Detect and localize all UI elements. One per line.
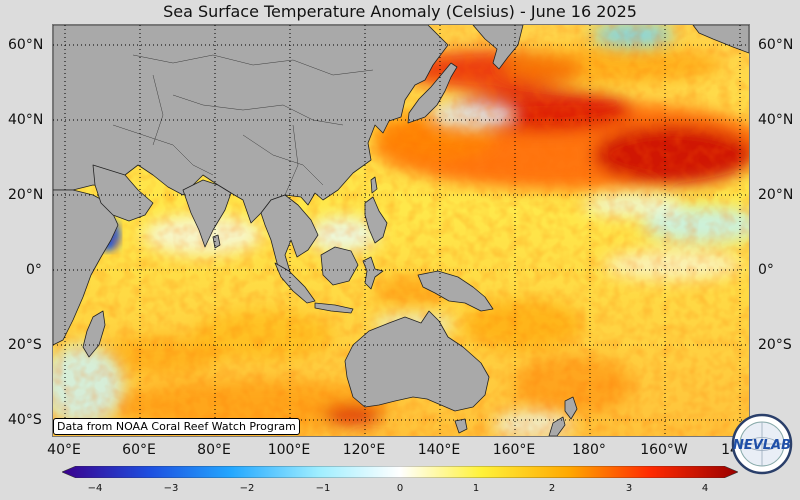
chart-title: Sea Surface Temperature Anomaly (Celsius… [163, 2, 637, 21]
lon-label-160e: 160°E [492, 442, 536, 458]
lon-label-140e: 140°E [417, 442, 461, 458]
lon-label-60e: 60°E [122, 442, 156, 458]
lat-label-20s-left: 20°S [8, 337, 42, 353]
lat-label-40n-left: 40°N [8, 112, 44, 128]
lat-label-20n-right: 20°N [758, 187, 794, 203]
land-australia [344, 310, 490, 412]
nevlab-logo-svg: NEVLAB [731, 413, 793, 475]
country-borders [112, 54, 374, 196]
land-sumatra [274, 262, 316, 304]
land-japan [407, 62, 458, 124]
lat-label-40n-right: 40°N [758, 112, 794, 128]
colorbar [61, 463, 739, 479]
data-credit: Data from NOAA Coral Reef Watch Program [53, 418, 300, 435]
lat-label-60n-left: 60°N [8, 37, 44, 53]
sst-anomaly-map [52, 24, 750, 437]
land-sulawesi [362, 256, 384, 290]
colorbar-tick-neg1: −1 [315, 483, 331, 494]
lon-label-180: 180° [572, 442, 606, 458]
colorbar-tick-4: 4 [701, 483, 709, 494]
land-eurasia [53, 25, 449, 224]
land-borneo [320, 246, 359, 286]
land-newzealand-south [548, 416, 566, 436]
lat-label-20s-right: 20°S [758, 337, 792, 353]
lat-label-eq-left: 0° [26, 262, 42, 278]
land-kamchatka [472, 25, 524, 70]
colorbar-tick-neg2: −2 [239, 483, 255, 494]
colorbar-gradient [61, 465, 739, 479]
lon-label-160w: 160°W [640, 442, 688, 458]
lat-label-60n-right: 60°N [758, 37, 794, 53]
lon-label-120e: 120°E [342, 442, 386, 458]
land-newguinea [417, 270, 494, 312]
colorbar-tick-0: 0 [396, 483, 404, 494]
lat-label-20n-left: 20°N [8, 187, 44, 203]
land-india [182, 179, 232, 248]
nevlab-logo: NEVLAB [731, 413, 793, 475]
lon-label-40e: 40°E [47, 442, 81, 458]
colorbar-tick-neg4: −4 [87, 483, 103, 494]
colorbar-tick-2: 2 [548, 483, 556, 494]
land-newzealand [564, 396, 578, 420]
graticule [53, 25, 749, 436]
lat-label-eq-right: 0° [758, 262, 774, 278]
land-java [314, 302, 354, 314]
colorbar-tick-neg3: −3 [163, 483, 179, 494]
colorbar-tick-1: 1 [472, 483, 480, 494]
lon-label-80e: 80°E [197, 442, 231, 458]
land-masses [53, 25, 749, 436]
land-arabia [92, 164, 154, 222]
land-alaska [692, 25, 749, 54]
land-srilanka [212, 234, 221, 249]
land-philippines [364, 196, 388, 244]
logo-text: NEVLAB [733, 438, 791, 453]
colorbar-tick-3: 3 [625, 483, 633, 494]
map-svg [53, 25, 749, 436]
lat-label-40s-left: 40°S [8, 412, 42, 428]
land-taiwan [370, 176, 378, 194]
lon-label-100e: 100°E [267, 442, 311, 458]
colorbar-svg [61, 465, 739, 479]
land-madagascar [82, 310, 106, 358]
